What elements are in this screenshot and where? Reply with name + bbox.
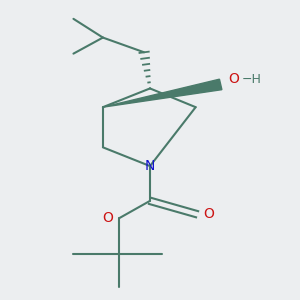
Text: N: N: [145, 159, 155, 173]
Text: −H: −H: [242, 73, 262, 85]
Text: O: O: [203, 207, 214, 221]
Text: O: O: [103, 211, 113, 225]
Polygon shape: [103, 79, 222, 107]
Text: O: O: [229, 72, 239, 86]
